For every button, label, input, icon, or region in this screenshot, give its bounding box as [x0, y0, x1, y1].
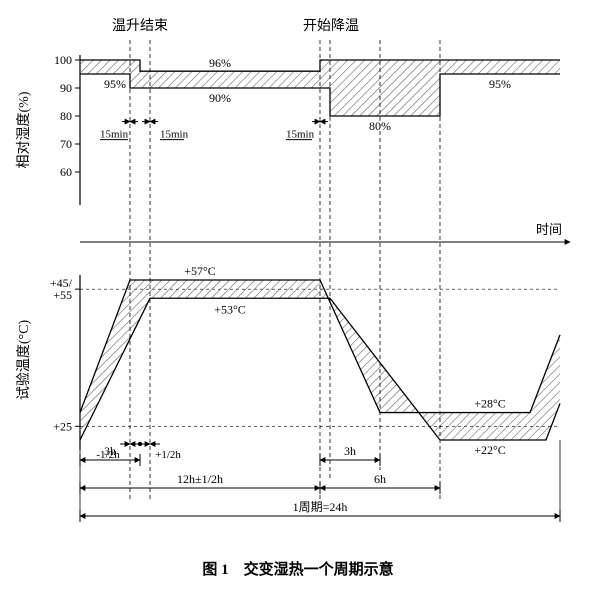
time-axis: 时间: [80, 222, 570, 242]
svg-text:+57°C: +57°C: [184, 264, 216, 278]
svg-text:6h: 6h: [374, 472, 386, 486]
svg-text:90%: 90%: [209, 91, 231, 105]
svg-text:+53°C: +53°C: [214, 302, 246, 316]
svg-text:时间: 时间: [536, 222, 562, 237]
svg-text:96%: 96%: [209, 56, 231, 70]
cool-start-label: 开始降温: [303, 18, 359, 34]
svg-text:95%: 95%: [104, 77, 126, 91]
svg-text:60: 60: [60, 165, 72, 179]
svg-text:12h±1/2h: 12h±1/2h: [177, 472, 223, 486]
heat-end-label: 温升结束: [112, 18, 168, 34]
svg-text:100: 100: [54, 53, 72, 67]
cycle-diagram: 温升结束 开始降温 10090807060相对湿度(%)96%95%90%80%…: [0, 0, 596, 550]
svg-text:试验温度(°C): 试验温度(°C): [16, 320, 32, 401]
svg-text:70: 70: [60, 137, 72, 151]
svg-text:15min: 15min: [100, 129, 129, 141]
svg-text:95%: 95%: [489, 77, 511, 91]
svg-text:15min: 15min: [160, 129, 189, 141]
caption-prefix: 图 1: [202, 562, 228, 578]
svg-text:3h: 3h: [104, 444, 116, 458]
svg-text:+28°C: +28°C: [474, 397, 506, 411]
svg-text:3h: 3h: [344, 444, 356, 458]
svg-text:相对湿度(%): 相对湿度(%): [16, 91, 32, 168]
svg-text:90: 90: [60, 81, 72, 95]
svg-text:+45/+55: +45/+55: [50, 276, 73, 302]
svg-text:1周期=24h: 1周期=24h: [293, 500, 348, 514]
figure-caption: 图 1 交变湿热一个周期示意: [0, 558, 596, 579]
svg-text:+25: +25: [53, 419, 72, 433]
svg-text:80: 80: [60, 109, 72, 123]
humidity-panel: 10090807060相对湿度(%)96%95%90%80%95%15min15…: [16, 53, 560, 205]
svg-text:+1/2h: +1/2h: [155, 449, 181, 461]
caption-text: 交变湿热一个周期示意: [244, 562, 394, 578]
svg-text:+22°C: +22°C: [474, 443, 506, 457]
svg-text:15min: 15min: [286, 129, 315, 141]
temperature-panel: +45/+55+25试验温度(°C)+57°C+53°C+28°C+22°C-1…: [16, 264, 560, 461]
